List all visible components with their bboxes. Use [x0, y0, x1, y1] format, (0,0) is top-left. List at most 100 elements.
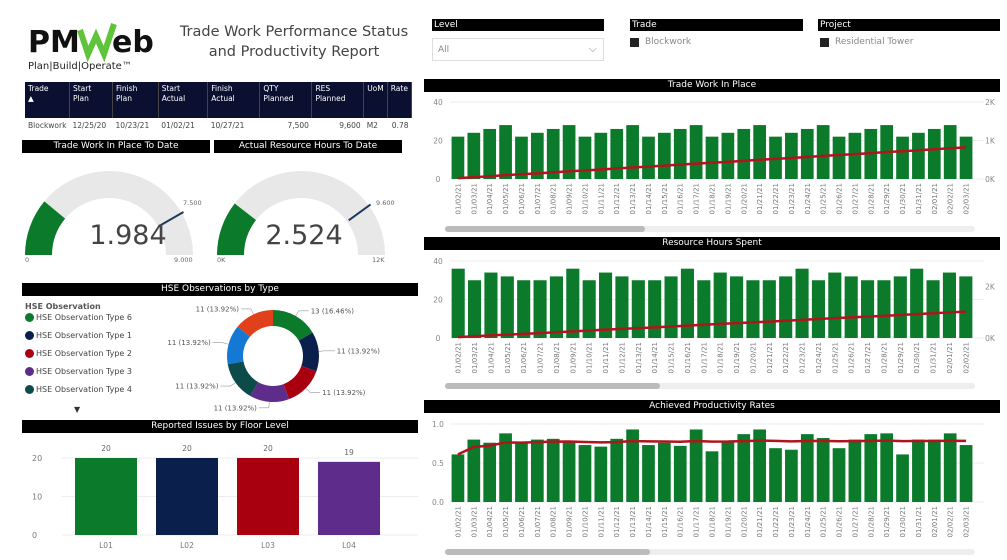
legend-item[interactable]: HSE Observation Type 3	[25, 367, 132, 376]
legend-item[interactable]: HSE Observation Type 6	[25, 313, 132, 322]
legend-item[interactable]: HSE Observation Type 2	[25, 349, 132, 358]
trade-filter-option[interactable]: Blockwork	[630, 37, 691, 47]
productivity-scrollbar[interactable]	[445, 549, 975, 555]
bar[interactable]	[705, 136, 719, 179]
bar[interactable]	[673, 445, 687, 502]
bar[interactable]	[880, 433, 894, 502]
bar[interactable]	[483, 442, 497, 502]
bar[interactable]	[610, 438, 624, 502]
bar[interactable]	[562, 125, 576, 179]
bar[interactable]	[877, 280, 891, 338]
column-header[interactable]: UoM	[363, 82, 388, 118]
bar[interactable]	[753, 429, 766, 502]
bar[interactable]	[848, 132, 862, 179]
donut-slice[interactable]	[227, 326, 250, 365]
bar-L04[interactable]	[318, 461, 380, 535]
bar[interactable]	[451, 136, 465, 179]
bar[interactable]	[800, 128, 814, 179]
bar[interactable]	[658, 442, 671, 502]
bar[interactable]	[942, 272, 956, 338]
column-header[interactable]: QTY Planned	[259, 82, 313, 118]
bar[interactable]	[713, 272, 727, 338]
bar[interactable]	[844, 276, 858, 338]
bar[interactable]	[664, 276, 678, 338]
bar[interactable]	[484, 272, 498, 338]
bar[interactable]	[500, 276, 514, 338]
column-header[interactable]: RES Planned	[311, 82, 365, 118]
bar[interactable]	[615, 276, 629, 338]
bar[interactable]	[517, 280, 531, 338]
bar[interactable]	[795, 268, 809, 338]
bar[interactable]	[626, 125, 639, 179]
bar[interactable]	[515, 442, 528, 502]
bar[interactable]	[959, 445, 973, 502]
bar[interactable]	[730, 276, 744, 338]
bar[interactable]	[642, 136, 655, 179]
column-header[interactable]: Start Actual	[158, 82, 209, 118]
bar[interactable]	[828, 272, 842, 338]
bar[interactable]	[533, 280, 547, 338]
bar[interactable]	[959, 276, 973, 338]
bar[interactable]	[912, 132, 925, 179]
donut-slice[interactable]	[298, 332, 319, 372]
bar[interactable]	[499, 433, 512, 502]
bar[interactable]	[642, 445, 655, 502]
level-dropdown[interactable]: All ⌵	[432, 38, 604, 61]
bar[interactable]	[785, 132, 798, 179]
bar[interactable]	[785, 449, 798, 502]
column-header[interactable]: Finish Plan	[112, 82, 159, 118]
column-header[interactable]: Finish Actual	[207, 82, 261, 118]
bar[interactable]	[468, 280, 482, 338]
bar[interactable]	[811, 280, 825, 338]
bar[interactable]	[530, 132, 544, 179]
project-filter-option[interactable]: Residential Tower	[820, 37, 914, 47]
donut-slice[interactable]	[250, 382, 290, 402]
bar[interactable]	[610, 128, 624, 179]
bar[interactable]	[959, 136, 973, 179]
bar[interactable]	[599, 272, 613, 338]
bar[interactable]	[566, 268, 580, 338]
bar[interactable]	[912, 439, 925, 502]
bar[interactable]	[483, 128, 497, 179]
bar[interactable]	[746, 280, 760, 338]
checkbox-icon[interactable]	[820, 37, 829, 47]
bar[interactable]	[943, 433, 957, 502]
bar[interactable]	[467, 132, 481, 179]
bar[interactable]	[832, 136, 846, 179]
bar-L03[interactable]	[237, 458, 299, 535]
bar[interactable]	[927, 128, 941, 179]
bar[interactable]	[546, 438, 560, 502]
legend-item[interactable]: HSE Observation Type 1	[25, 331, 132, 340]
bar[interactable]	[594, 446, 608, 502]
bar[interactable]	[648, 280, 662, 338]
bar[interactable]	[626, 429, 639, 502]
bar[interactable]	[467, 439, 481, 502]
bar[interactable]	[582, 280, 596, 338]
bar[interactable]	[594, 132, 608, 179]
legend-item[interactable]: HSE Observation Type 4	[25, 385, 132, 394]
legend-scroll-down-icon[interactable]: ▼	[74, 405, 81, 414]
donut-slice[interactable]	[283, 365, 317, 400]
bar[interactable]	[451, 268, 465, 338]
donut-slice[interactable]	[273, 310, 313, 341]
donut-slice[interactable]	[237, 310, 273, 337]
bar[interactable]	[515, 136, 528, 179]
column-header[interactable]: Trade ▲	[25, 82, 70, 118]
bar[interactable]	[943, 125, 957, 179]
column-header[interactable]: Rate	[387, 82, 413, 118]
bar[interactable]	[769, 448, 782, 502]
bar[interactable]	[673, 128, 687, 179]
bar[interactable]	[737, 128, 751, 179]
bar[interactable]	[680, 268, 694, 338]
bar[interactable]	[893, 276, 907, 338]
bar[interactable]	[721, 441, 735, 502]
bar[interactable]	[697, 280, 711, 338]
bar[interactable]	[578, 136, 592, 179]
bar[interactable]	[578, 445, 592, 502]
bar[interactable]	[737, 434, 751, 502]
bar[interactable]	[779, 276, 793, 338]
bar[interactable]	[689, 429, 703, 502]
bar[interactable]	[896, 454, 909, 502]
bar[interactable]	[762, 280, 776, 338]
bar[interactable]	[927, 439, 941, 502]
